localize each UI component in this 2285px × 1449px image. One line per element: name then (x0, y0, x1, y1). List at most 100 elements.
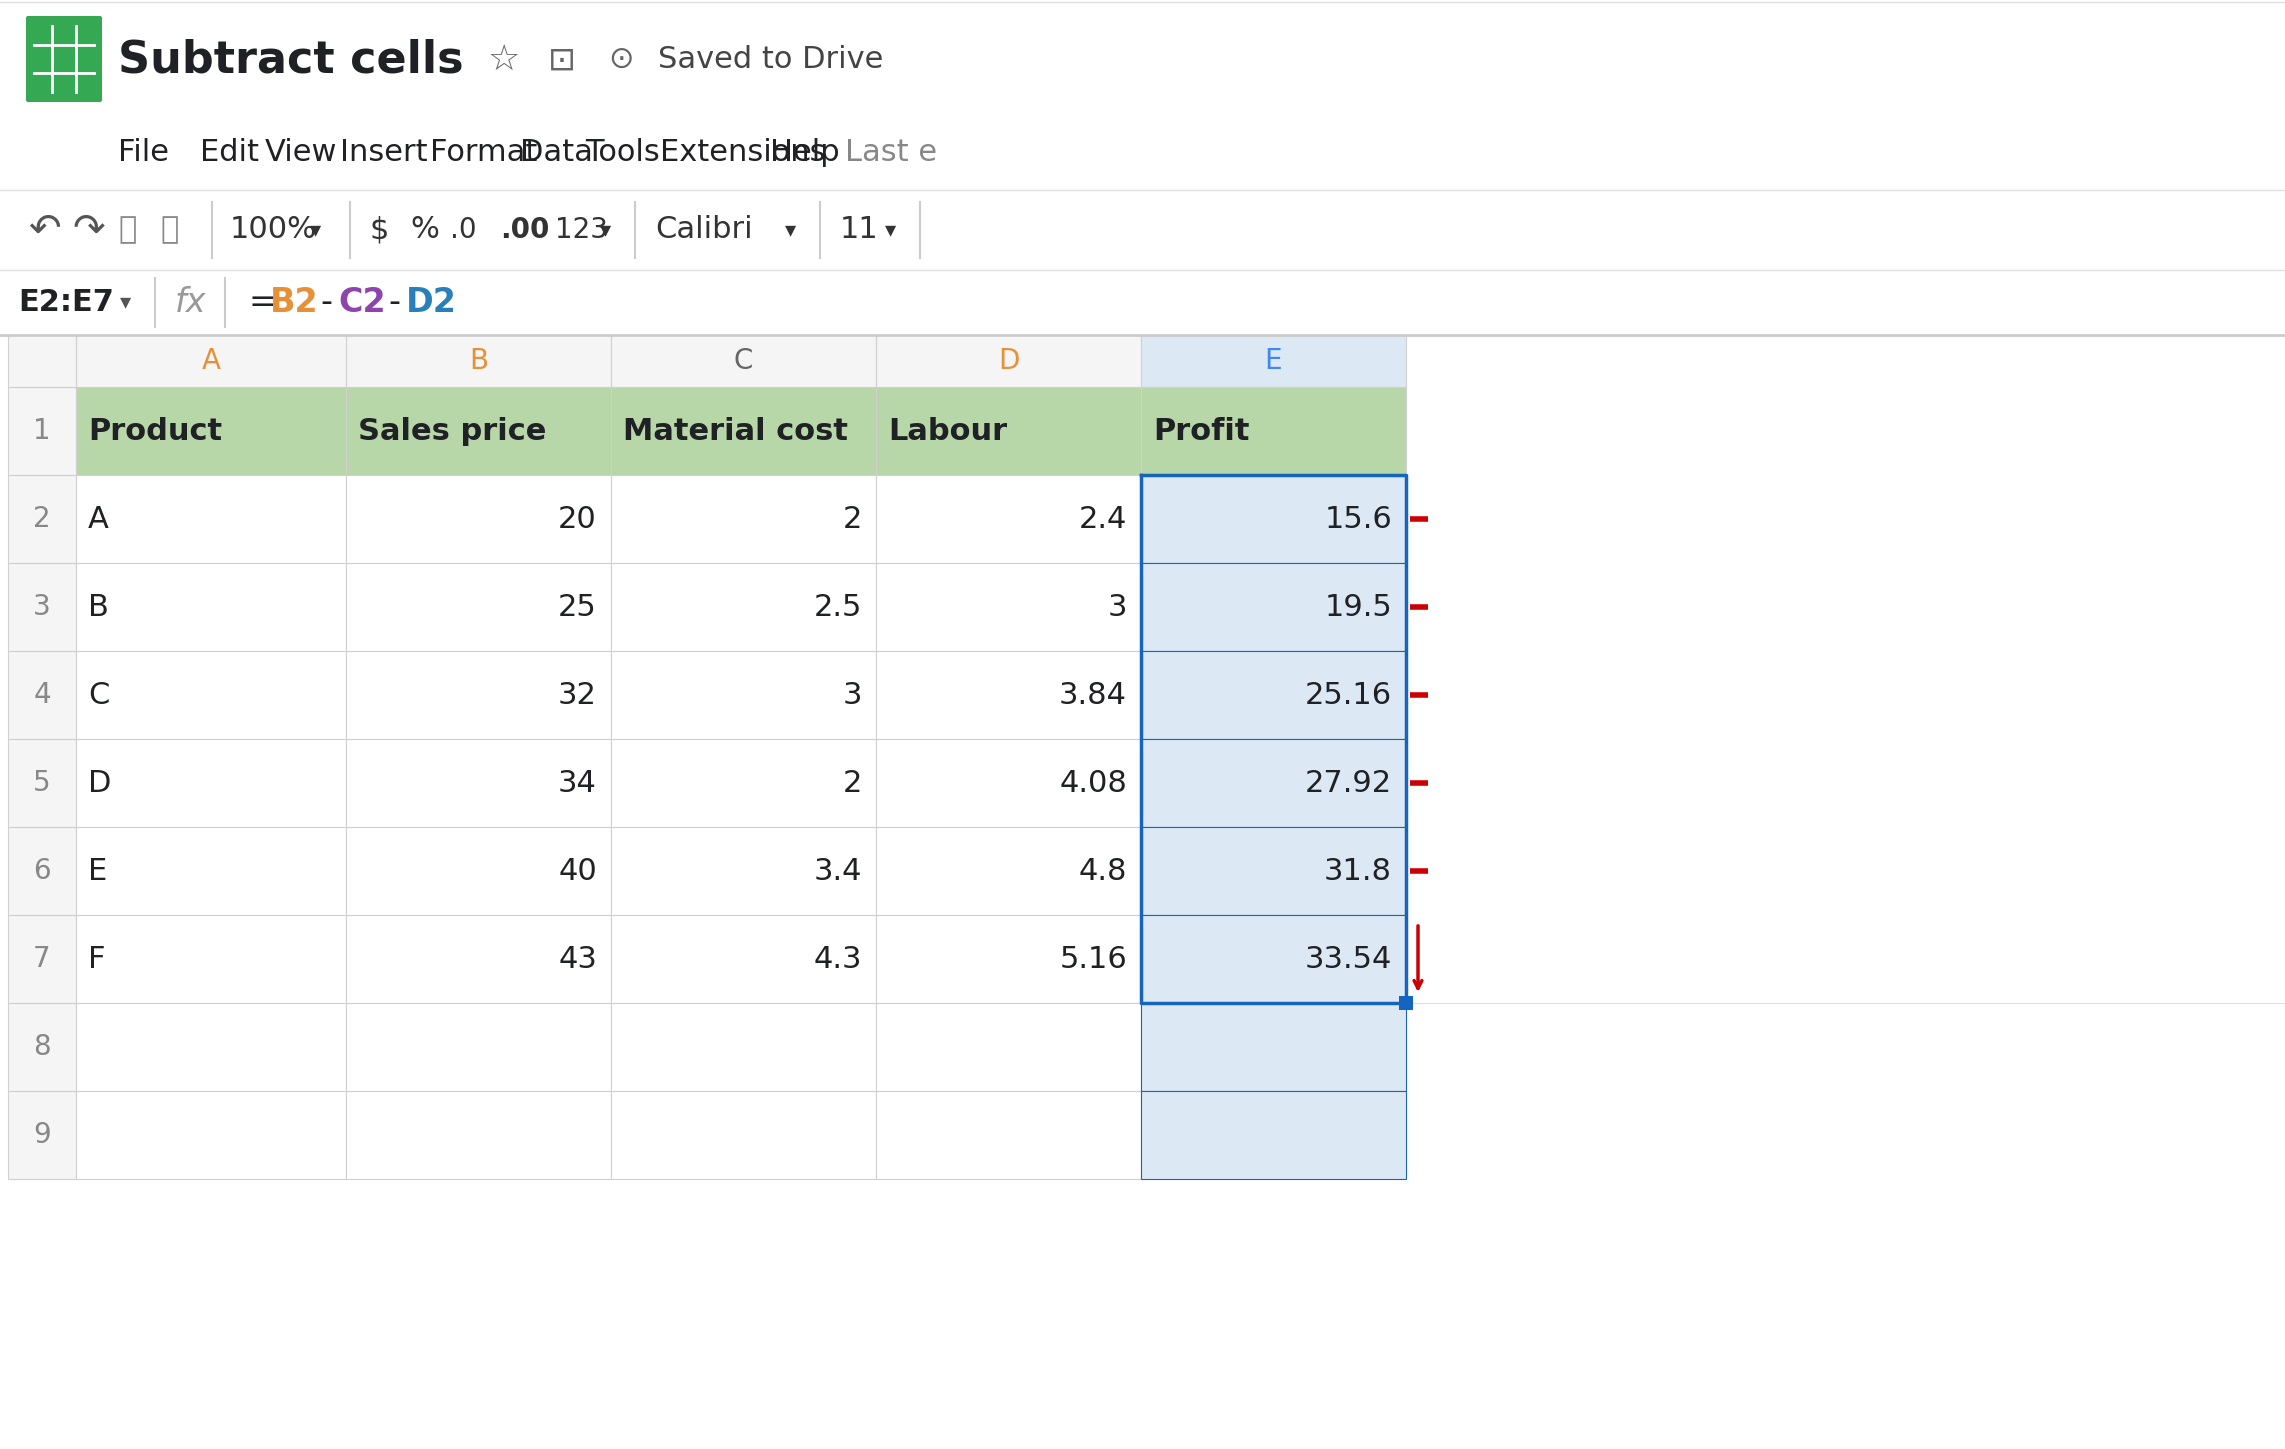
Text: 9: 9 (32, 1122, 50, 1149)
Bar (345, 1091, 610, 1179)
Text: ▾: ▾ (121, 293, 130, 313)
Bar (9, 387, 75, 475)
Text: 1: 1 (34, 417, 50, 445)
Text: Data: Data (521, 138, 592, 167)
Text: 2.4: 2.4 (1079, 504, 1127, 533)
Bar (9, 739, 75, 827)
Text: D2: D2 (407, 285, 457, 319)
Text: F: F (89, 945, 105, 974)
Bar (9, 914, 75, 1003)
Text: Help: Help (770, 138, 839, 167)
Bar (345, 475, 610, 564)
Text: fx: fx (176, 285, 206, 319)
Text: .0: .0 (450, 216, 478, 243)
Text: Labour: Labour (889, 416, 1008, 445)
Text: $: $ (370, 216, 388, 245)
Bar (610, 651, 875, 739)
Bar (75, 564, 345, 651)
Text: 20: 20 (558, 504, 596, 533)
Text: File: File (119, 138, 169, 167)
Bar (345, 827, 610, 914)
Text: 2: 2 (34, 506, 50, 533)
Bar (610, 1003, 875, 1091)
Text: =: = (249, 285, 276, 319)
Bar (75, 475, 345, 564)
Bar (1140, 564, 1405, 651)
Bar (1398, 995, 1412, 1010)
Text: Profit: Profit (1154, 416, 1250, 445)
Text: -: - (320, 285, 331, 319)
Text: Product: Product (89, 416, 222, 445)
Bar (1140, 1003, 1405, 1091)
Text: 32: 32 (558, 681, 596, 710)
Text: Extensions: Extensions (660, 138, 825, 167)
Text: Material cost: Material cost (624, 416, 848, 445)
Text: Tools: Tools (585, 138, 660, 167)
Bar (1140, 827, 1405, 914)
Bar (875, 564, 1140, 651)
Bar (875, 475, 1140, 564)
Text: C2: C2 (338, 285, 386, 319)
Text: ▾: ▾ (786, 220, 795, 241)
Bar (875, 827, 1140, 914)
Text: Insert: Insert (340, 138, 427, 167)
Text: 100%: 100% (231, 216, 318, 245)
Text: 3: 3 (843, 681, 861, 710)
Text: E: E (89, 856, 107, 885)
Text: Sales price: Sales price (359, 416, 546, 445)
Bar (75, 739, 345, 827)
Text: 6: 6 (34, 856, 50, 885)
Text: 3: 3 (32, 593, 50, 622)
Bar (610, 335, 875, 387)
Text: ▾: ▾ (601, 220, 610, 241)
Text: B: B (89, 593, 110, 622)
Bar (1140, 335, 1405, 387)
Text: %: % (409, 216, 439, 245)
Text: Calibri: Calibri (656, 216, 752, 245)
Text: A: A (201, 346, 219, 375)
Bar (875, 335, 1140, 387)
Bar (875, 1003, 1140, 1091)
Text: 3: 3 (1108, 593, 1127, 622)
Text: 11: 11 (841, 216, 880, 245)
Text: 43: 43 (558, 945, 596, 974)
Bar (1140, 387, 1405, 475)
Bar (9, 564, 75, 651)
Text: 40: 40 (558, 856, 596, 885)
Bar (345, 564, 610, 651)
Bar (345, 387, 610, 475)
Text: View: View (265, 138, 338, 167)
Text: 123: 123 (555, 216, 608, 243)
Text: ⬛: ⬛ (119, 216, 137, 245)
Bar (875, 651, 1140, 739)
Text: D: D (999, 346, 1019, 375)
Text: 15.6: 15.6 (1325, 504, 1392, 533)
Bar (75, 651, 345, 739)
Text: 4.3: 4.3 (813, 945, 861, 974)
Text: 2: 2 (843, 504, 861, 533)
Text: 4.08: 4.08 (1060, 768, 1127, 797)
Text: ↶: ↶ (27, 212, 62, 249)
Text: 8: 8 (34, 1033, 50, 1061)
Text: 2: 2 (843, 768, 861, 797)
Bar (75, 827, 345, 914)
Bar (75, 1003, 345, 1091)
Text: .00: .00 (500, 216, 548, 243)
Text: 2.5: 2.5 (813, 593, 861, 622)
Bar (1405, 335, 2285, 1003)
Bar (610, 914, 875, 1003)
Text: A: A (89, 504, 110, 533)
Bar (9, 335, 75, 387)
FancyBboxPatch shape (25, 16, 103, 101)
Bar (9, 1091, 75, 1179)
Bar (345, 739, 610, 827)
Text: C: C (89, 681, 110, 710)
Text: Saved to Drive: Saved to Drive (658, 45, 884, 74)
Bar (875, 387, 1140, 475)
Text: E2:E7: E2:E7 (18, 288, 114, 317)
Text: B: B (468, 346, 489, 375)
Bar (875, 1091, 1140, 1179)
Bar (610, 475, 875, 564)
Bar (345, 1003, 610, 1091)
Bar (1140, 914, 1405, 1003)
